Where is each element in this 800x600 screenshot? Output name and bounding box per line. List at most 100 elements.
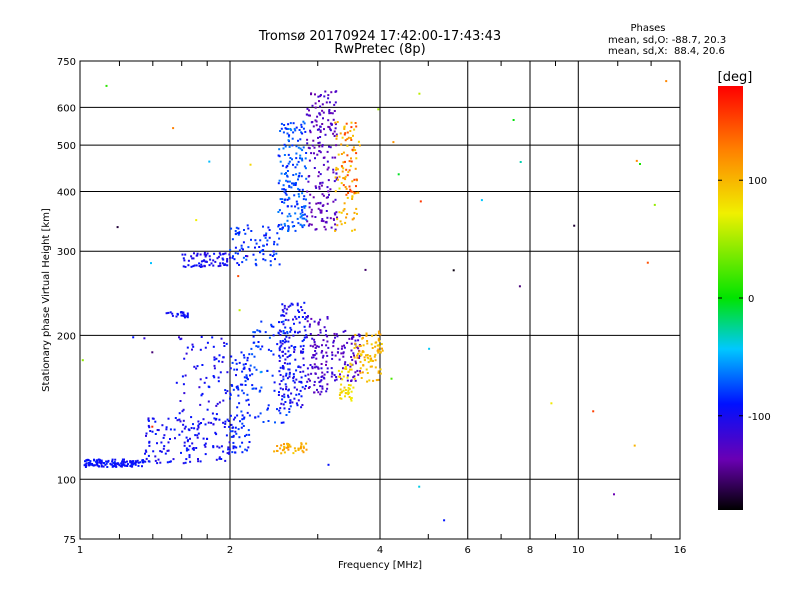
data-point — [364, 359, 366, 362]
data-point — [288, 368, 291, 371]
data-point — [187, 428, 190, 431]
data-point — [278, 148, 281, 151]
data-point — [290, 302, 293, 305]
data-point — [100, 464, 103, 467]
data-point — [315, 228, 318, 231]
data-point — [317, 95, 320, 98]
data-point — [301, 159, 304, 162]
data-point — [309, 364, 312, 366]
data-point — [292, 184, 295, 186]
data-point — [279, 356, 282, 359]
data-point — [147, 418, 150, 421]
data-point — [309, 333, 312, 335]
data-point — [205, 376, 208, 379]
data-point — [635, 159, 638, 162]
data-point — [324, 133, 327, 136]
data-point — [262, 253, 265, 256]
data-point — [288, 443, 291, 446]
data-point — [255, 242, 258, 245]
data-point — [325, 329, 327, 332]
data-point — [210, 421, 213, 424]
data-point — [241, 418, 244, 421]
data-point — [284, 318, 287, 321]
data-point — [354, 149, 357, 152]
data-point — [240, 244, 243, 247]
data-point — [259, 330, 262, 333]
data-point — [323, 373, 326, 376]
data-point — [342, 161, 345, 164]
data-point — [296, 388, 298, 391]
data-point — [231, 426, 234, 429]
data-point — [300, 131, 303, 134]
data-point — [198, 423, 201, 426]
data-point — [282, 332, 285, 335]
data-point — [358, 345, 361, 348]
data-point — [366, 342, 369, 345]
data-point — [349, 397, 352, 400]
data-point — [334, 156, 337, 159]
data-point — [156, 442, 158, 445]
data-point — [277, 225, 280, 228]
data-point — [116, 462, 119, 465]
data-point — [360, 354, 363, 357]
data-point — [254, 258, 257, 261]
data-point — [355, 207, 358, 210]
data-point — [238, 249, 241, 252]
data-point — [282, 403, 285, 406]
data-point — [290, 186, 293, 189]
data-point — [341, 170, 344, 173]
data-point — [121, 460, 124, 463]
data-point — [344, 389, 347, 391]
data-point — [301, 309, 304, 312]
data-point — [242, 363, 245, 366]
data-point — [303, 122, 306, 125]
data-point — [361, 350, 364, 353]
data-point — [259, 371, 262, 374]
data-point — [345, 122, 348, 125]
data-point — [299, 216, 302, 219]
data-point — [317, 391, 320, 394]
data-point — [241, 451, 244, 454]
data-point — [288, 408, 291, 411]
data-point — [329, 112, 332, 115]
data-point — [302, 451, 305, 454]
data-point — [283, 393, 286, 396]
data-point — [350, 356, 353, 358]
data-point — [169, 438, 171, 440]
data-point — [340, 383, 343, 386]
data-point — [285, 372, 288, 375]
data-point — [281, 164, 284, 167]
data-point — [334, 223, 337, 226]
data-point — [283, 407, 286, 410]
data-point — [241, 441, 244, 444]
data-point — [279, 130, 282, 132]
data-point — [245, 374, 248, 377]
data-point — [550, 402, 553, 405]
x-tick-label: 1 — [77, 545, 83, 556]
data-point — [333, 332, 336, 335]
data-point — [187, 264, 190, 267]
data-point — [379, 372, 382, 375]
data-point — [244, 435, 246, 438]
data-point — [187, 448, 190, 451]
data-point — [134, 460, 137, 463]
data-point — [301, 224, 303, 227]
data-point — [378, 345, 381, 348]
data-point — [313, 343, 316, 346]
data-point — [633, 444, 636, 447]
data-point — [330, 375, 333, 378]
data-point — [327, 346, 330, 349]
data-point — [148, 444, 151, 447]
data-point — [267, 226, 270, 229]
data-point — [212, 445, 215, 448]
data-point — [184, 374, 187, 377]
data-point — [259, 348, 262, 351]
data-point — [326, 383, 329, 386]
data-point — [358, 350, 361, 353]
data-point — [313, 152, 315, 155]
data-point — [351, 229, 354, 232]
data-point — [288, 145, 291, 148]
data-point — [260, 250, 263, 253]
data-point — [148, 441, 151, 444]
data-point — [259, 412, 262, 415]
